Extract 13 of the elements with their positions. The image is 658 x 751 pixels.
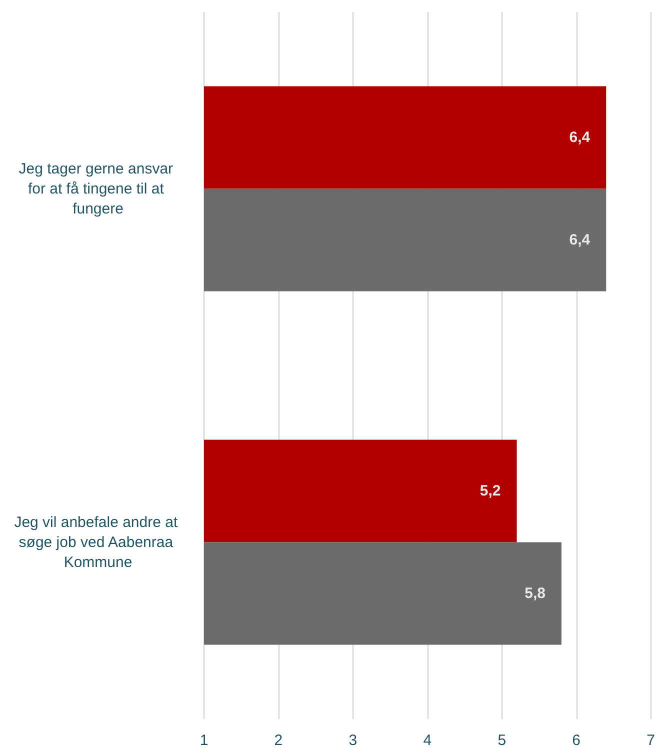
data-label: 5,8 — [524, 585, 546, 602]
x-tick-label: 6 — [572, 732, 581, 749]
x-tick-label: 2 — [274, 732, 283, 749]
x-tick-label: 7 — [646, 732, 655, 749]
y-tick-label: Jeg vil anbefale andre at søge job ved Aabenraa Kommune — [14, 514, 182, 571]
x-tick-label: 4 — [423, 732, 432, 749]
data-label: 5,2 — [480, 482, 501, 500]
x-tick-label: 3 — [348, 732, 358, 749]
data-label: 6,4 — [569, 128, 591, 146]
x-tick-label: 1 — [200, 732, 208, 749]
data-label: 6,4 — [569, 232, 591, 249]
y-tick-label: Jeg tager gerne ansvar for at få tingene til at fungere — [18, 160, 178, 218]
x-tick-label: 5 — [498, 732, 506, 749]
